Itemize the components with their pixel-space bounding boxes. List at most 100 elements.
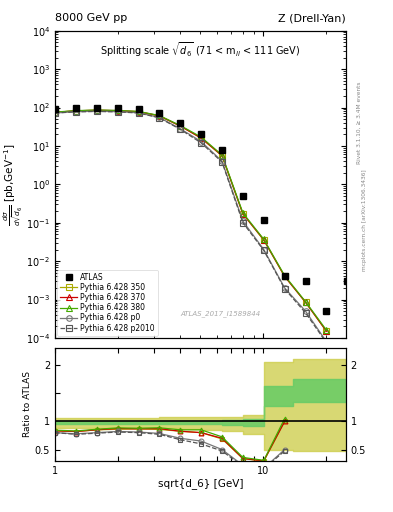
Pythia 6.428 350 [220, 153, 224, 159]
Pythia 6.428 p0 [178, 125, 183, 132]
Pythia 6.428 370 [157, 113, 162, 119]
Pythia 6.428 p2010 [178, 126, 183, 133]
Pythia 6.428 p2010 [199, 140, 204, 146]
Text: ATLAS_2017_I1589844: ATLAS_2017_I1589844 [181, 310, 261, 317]
Pythia 6.428 p2010 [324, 339, 329, 346]
ATLAS [73, 104, 78, 111]
Pythia 6.428 380 [220, 152, 224, 158]
Pythia 6.428 370 [220, 153, 224, 159]
ATLAS [303, 278, 308, 284]
Line: Pythia 6.428 p2010: Pythia 6.428 p2010 [52, 109, 329, 346]
ATLAS [199, 131, 204, 137]
Pythia 6.428 p0 [324, 338, 329, 345]
Pythia 6.428 p2010 [73, 109, 78, 115]
Pythia 6.428 p0 [303, 308, 308, 314]
Pythia 6.428 370 [73, 108, 78, 114]
Text: Rivet 3.1.10, ≥ 3.4M events: Rivet 3.1.10, ≥ 3.4M events [357, 81, 362, 164]
Pythia 6.428 p2010 [136, 110, 141, 116]
Pythia 6.428 p0 [115, 109, 120, 115]
Pythia 6.428 380 [95, 107, 99, 113]
ATLAS [261, 217, 266, 223]
Y-axis label: $\frac{d\sigma}{d\sqrt{d_6}}$ [pb,GeV$^{-1}$]: $\frac{d\sigma}{d\sqrt{d_6}}$ [pb,GeV$^{… [1, 143, 25, 226]
Legend: ATLAS, Pythia 6.428 350, Pythia 6.428 370, Pythia 6.428 380, Pythia 6.428 p0, Py: ATLAS, Pythia 6.428 350, Pythia 6.428 37… [57, 270, 158, 336]
Pythia 6.428 380 [282, 272, 287, 279]
Pythia 6.428 370 [115, 108, 120, 114]
Pythia 6.428 350 [115, 108, 120, 114]
Pythia 6.428 p2010 [241, 220, 245, 226]
Line: Pythia 6.428 350: Pythia 6.428 350 [52, 108, 329, 334]
Pythia 6.428 p2010 [282, 286, 287, 292]
Pythia 6.428 p2010 [220, 159, 224, 165]
Pythia 6.428 370 [282, 273, 287, 280]
Pythia 6.428 370 [53, 109, 57, 115]
Pythia 6.428 350 [199, 135, 204, 141]
Pythia 6.428 p2010 [261, 247, 266, 253]
Line: Pythia 6.428 p0: Pythia 6.428 p0 [52, 109, 329, 345]
Y-axis label: Ratio to ATLAS: Ratio to ATLAS [23, 372, 32, 437]
Pythia 6.428 p0 [241, 218, 245, 224]
Pythia 6.428 380 [199, 134, 204, 140]
Pythia 6.428 350 [303, 299, 308, 305]
Pythia 6.428 350 [73, 108, 78, 114]
Pythia 6.428 380 [178, 122, 183, 129]
ATLAS [53, 106, 57, 112]
Text: Splitting scale $\sqrt{d_6}$ (71 < m$_{ll}$ < 111 GeV): Splitting scale $\sqrt{d_6}$ (71 < m$_{l… [100, 40, 301, 59]
ATLAS [95, 104, 99, 111]
Pythia 6.428 370 [303, 299, 308, 305]
ATLAS [136, 106, 141, 112]
Pythia 6.428 350 [178, 123, 183, 129]
Pythia 6.428 380 [53, 109, 57, 115]
Pythia 6.428 380 [261, 236, 266, 242]
Pythia 6.428 370 [178, 123, 183, 129]
Pythia 6.428 p2010 [53, 110, 57, 116]
Pythia 6.428 350 [95, 107, 99, 113]
Pythia 6.428 370 [324, 328, 329, 334]
ATLAS [220, 146, 224, 153]
Pythia 6.428 370 [95, 107, 99, 113]
Line: ATLAS: ATLAS [52, 104, 351, 314]
Pythia 6.428 380 [136, 109, 141, 115]
Pythia 6.428 p0 [282, 285, 287, 291]
Pythia 6.428 350 [261, 237, 266, 243]
Line: Pythia 6.428 380: Pythia 6.428 380 [52, 107, 329, 333]
Pythia 6.428 p0 [73, 109, 78, 115]
Pythia 6.428 380 [73, 108, 78, 114]
Pythia 6.428 350 [241, 211, 245, 217]
Pythia 6.428 p0 [136, 110, 141, 116]
Pythia 6.428 350 [324, 328, 329, 334]
ATLAS [115, 105, 120, 112]
Pythia 6.428 380 [324, 327, 329, 333]
Pythia 6.428 350 [282, 273, 287, 280]
Text: 8000 GeV pp: 8000 GeV pp [55, 13, 127, 23]
Pythia 6.428 380 [115, 108, 120, 114]
Pythia 6.428 380 [241, 210, 245, 216]
ATLAS [241, 193, 245, 199]
Pythia 6.428 p2010 [303, 310, 308, 316]
Pythia 6.428 p0 [53, 110, 57, 116]
ATLAS [345, 278, 350, 284]
Line: Pythia 6.428 370: Pythia 6.428 370 [52, 108, 329, 334]
X-axis label: sqrt{d_6} [GeV]: sqrt{d_6} [GeV] [158, 478, 243, 489]
Pythia 6.428 380 [303, 298, 308, 305]
Text: Z (Drell-Yan): Z (Drell-Yan) [278, 13, 346, 23]
ATLAS [324, 308, 329, 314]
Pythia 6.428 p2010 [115, 109, 120, 115]
Pythia 6.428 p2010 [95, 109, 99, 115]
Pythia 6.428 370 [136, 109, 141, 115]
Pythia 6.428 p2010 [157, 115, 162, 121]
Pythia 6.428 p0 [261, 246, 266, 252]
Pythia 6.428 370 [199, 135, 204, 141]
Pythia 6.428 350 [136, 109, 141, 115]
Pythia 6.428 380 [157, 113, 162, 119]
ATLAS [282, 273, 287, 280]
Pythia 6.428 370 [241, 211, 245, 217]
Pythia 6.428 p0 [157, 114, 162, 120]
Pythia 6.428 p0 [220, 158, 224, 164]
Pythia 6.428 370 [261, 237, 266, 243]
Pythia 6.428 p0 [95, 108, 99, 114]
Pythia 6.428 350 [157, 113, 162, 119]
Pythia 6.428 350 [53, 109, 57, 115]
Text: mcplots.cern.ch [arXiv:1306.3436]: mcplots.cern.ch [arXiv:1306.3436] [362, 169, 367, 271]
Pythia 6.428 p0 [199, 138, 204, 144]
ATLAS [157, 111, 162, 117]
